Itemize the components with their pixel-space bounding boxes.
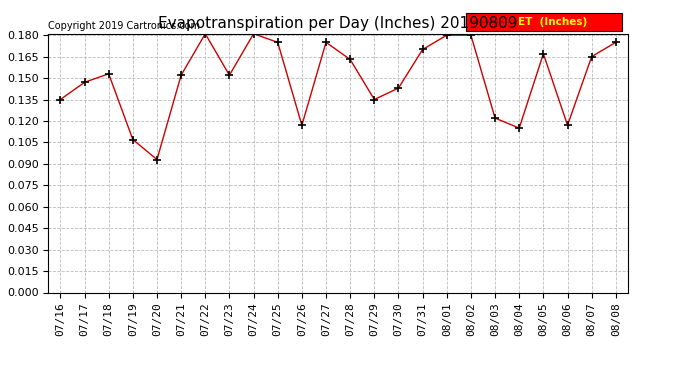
Text: Copyright 2019 Cartronics.com: Copyright 2019 Cartronics.com bbox=[48, 21, 200, 31]
Title: Evapotranspiration per Day (Inches) 20190809: Evapotranspiration per Day (Inches) 2019… bbox=[158, 16, 518, 31]
FancyBboxPatch shape bbox=[466, 13, 622, 31]
Text: ET  (Inches): ET (Inches) bbox=[518, 17, 587, 27]
